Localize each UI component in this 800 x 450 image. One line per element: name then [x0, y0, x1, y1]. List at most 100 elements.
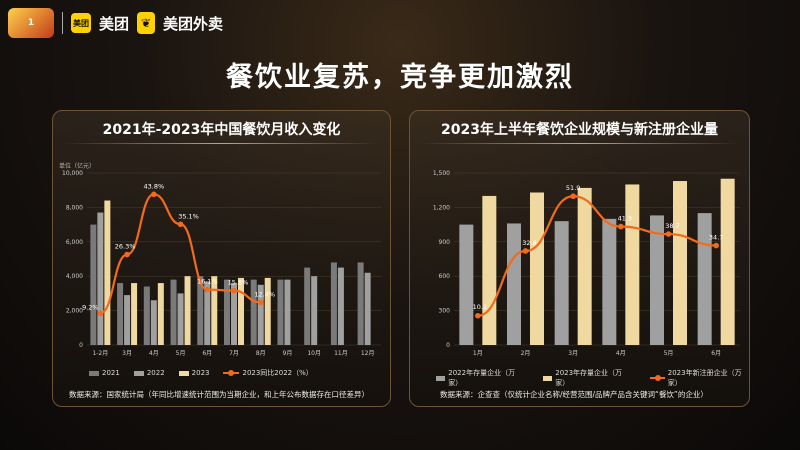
anniversary-seal-icon: 1 — [8, 8, 54, 38]
bar — [277, 279, 284, 345]
data-source: 数据来源：国家统计局（年同比增速统计范围为当期企业，和上年公布数据存在口径差异） — [69, 390, 369, 399]
bar — [304, 267, 311, 345]
bar — [720, 178, 735, 345]
title-rule — [63, 143, 380, 144]
data-label: 38.7 — [665, 222, 679, 230]
page-title: 餐饮业复苏，竞争更加激烈 — [226, 62, 574, 93]
y-tick-label: 300 — [439, 308, 451, 315]
bar — [357, 262, 364, 345]
x-tick-label: 5月 — [176, 350, 186, 357]
line-point — [618, 223, 624, 230]
y-tick-label: 10,000 — [62, 170, 83, 177]
legend-label: 2023 — [191, 369, 210, 377]
y-tick-label: 2,000 — [66, 308, 83, 315]
data-label: 41.3 — [618, 215, 632, 223]
bar — [97, 212, 104, 345]
bar — [284, 279, 291, 345]
bar — [311, 276, 318, 345]
bar — [143, 286, 150, 345]
x-tick-label: 4月 — [616, 350, 626, 357]
bar — [673, 181, 687, 345]
meituan-logo-text: 美团 — [99, 14, 130, 33]
x-tick-label: 2月 — [521, 350, 531, 357]
bar — [257, 284, 264, 345]
x-tick-label: 4月 — [149, 350, 159, 357]
line-point — [570, 193, 576, 200]
y-tick-label: 1,500 — [433, 170, 450, 177]
bar — [197, 276, 204, 345]
chart-panel-left: 2021年-2023年中国餐饮月收入变化 单位（亿元） 0 2,000 4,000 6… — [52, 110, 391, 407]
x-tick-label: 9月 — [283, 350, 293, 357]
data-label: 9.2% — [82, 303, 99, 311]
y-tick-label: 6,000 — [66, 239, 83, 246]
enterprise-chart: 0 300 600 900 1,200 1,500 1月 2月 3月 4月 5月 6月 10.2 32.8… — [433, 170, 740, 357]
bar — [577, 187, 592, 345]
data-label: 35.1% — [178, 212, 199, 220]
y-tick-label: 4,000 — [66, 273, 83, 280]
bar — [482, 195, 497, 345]
bar — [211, 276, 218, 345]
title-rule — [420, 143, 739, 144]
x-tick-label: 12月 — [361, 350, 375, 357]
meituan-logo-icon: 美团 — [71, 13, 91, 33]
bar — [337, 267, 344, 345]
bar — [124, 295, 131, 345]
bar — [150, 300, 157, 345]
line-point — [124, 251, 130, 258]
data-label: 26.3% — [115, 243, 136, 251]
data-label: 10.2 — [473, 303, 487, 311]
bar — [625, 184, 640, 345]
bar — [104, 200, 111, 345]
bar — [90, 224, 97, 345]
line-point — [665, 231, 672, 237]
data-label: 32.8 — [522, 239, 536, 247]
line-point — [522, 248, 529, 254]
bar — [602, 218, 617, 345]
bar — [264, 277, 271, 345]
bar — [507, 223, 521, 345]
legend-label: 2023年新注册企业（万家） — [667, 369, 742, 387]
chart-unit-label: 单位（亿元） — [59, 163, 96, 170]
line-point — [257, 299, 264, 306]
line-point — [177, 221, 184, 228]
chart-legend: 2021 2022 2023 2023同比2022（%） — [89, 368, 313, 378]
x-tick-label: 3月 — [568, 350, 578, 357]
chart-title: 2021年-2023年中国餐饮月收入变化 — [102, 122, 341, 138]
bar — [170, 279, 177, 345]
legend-item: 2022年存量企业（万家） — [436, 368, 523, 388]
revenue-chart: 0 2,000 4,000 6,000 8,000 10,000 1-2月 3月 4月 5月 6月 7… — [62, 170, 381, 357]
y-tick-label: 8,000 — [66, 204, 83, 211]
data-source: 数据来源：企查查（仅统计企业名称/经营范围/品牌产品含关键词“餐饮”的企业） — [440, 390, 708, 399]
line-point — [231, 287, 237, 294]
x-tick-label: 8月 — [256, 350, 266, 357]
legend-label: 2023同比2022（%） — [242, 369, 313, 377]
chart-legend: 2022年存量企业（万家） 2023年存量企业（万家） 2023年新注册企业（万… — [436, 368, 749, 388]
y-tick-label: 0 — [446, 342, 450, 349]
line-point — [151, 191, 157, 198]
bar — [530, 192, 544, 345]
x-tick-label: 1月 — [473, 350, 483, 357]
line-point — [475, 312, 481, 319]
line-point — [97, 310, 104, 317]
legend-label: 2023年存量企业（万家） — [555, 369, 623, 387]
bar — [231, 283, 237, 345]
legend-item: 2023年新注册企业（万家） — [649, 368, 749, 388]
x-tick-label: 6月 — [711, 350, 721, 357]
y-tick-label: 900 — [439, 239, 451, 246]
line-point — [713, 242, 719, 249]
legend-label: 2022 — [146, 369, 165, 377]
bar — [131, 283, 138, 345]
legend-item: 2022 — [133, 369, 165, 377]
data-label: 43.8% — [143, 182, 164, 190]
x-tick-label: 11月 — [334, 350, 348, 357]
x-tick-label: 1-2月 — [92, 350, 108, 357]
x-tick-label: 6月 — [202, 350, 212, 357]
legend-label: 2021 — [102, 369, 120, 377]
chart-panel-right: 2023年上半年餐饮企业规模与新注册企业量 0 300 600 900 1,200 1,5… — [409, 110, 750, 407]
y-tick-label: 1,200 — [433, 204, 450, 211]
bar — [157, 283, 164, 345]
brand-bar: 1 美团 美团 ❦ 美团外卖 — [8, 6, 223, 40]
bar — [204, 281, 211, 345]
legend-item: 2023同比2022（%） — [223, 368, 313, 378]
data-label: 34.7 — [709, 234, 723, 242]
